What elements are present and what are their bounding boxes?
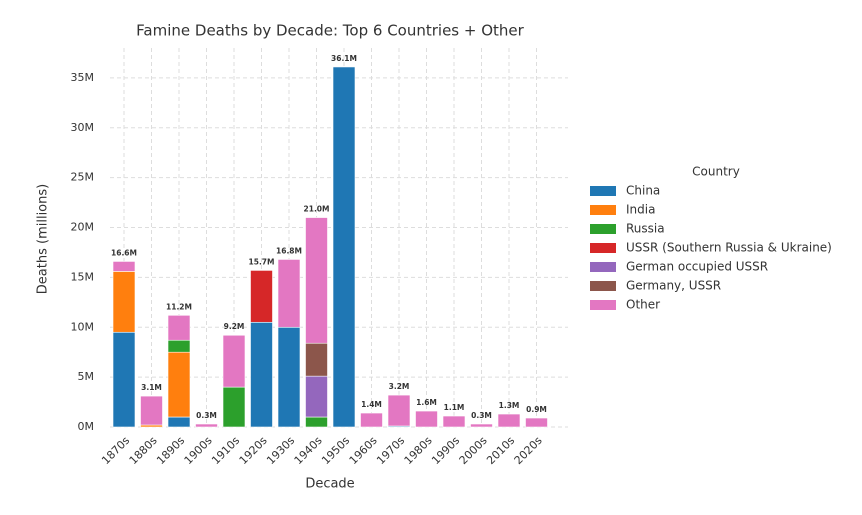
bar-segment xyxy=(250,270,273,323)
x-tick-label: 1900s xyxy=(182,434,215,467)
y-tick-label: 5M xyxy=(78,370,95,383)
total-label: 1.1M xyxy=(444,403,465,412)
legend-label: China xyxy=(626,184,660,198)
x-tick-label: 1980s xyxy=(402,434,435,467)
x-tick-label: 1950s xyxy=(319,434,352,467)
total-label: 11.2M xyxy=(166,302,192,311)
bar-segment xyxy=(112,271,136,333)
bar-segment xyxy=(222,386,246,428)
x-tick-label: 1920s xyxy=(237,434,270,467)
legend-swatch xyxy=(590,224,616,234)
bar-segment xyxy=(305,342,328,377)
total-label: 16.8M xyxy=(276,246,302,255)
x-tick-label: 1990s xyxy=(429,434,462,467)
y-tick-label: 30M xyxy=(71,121,95,134)
bar-segment xyxy=(332,66,356,428)
legend-label: Germany, USSR xyxy=(626,279,721,293)
bar-segment xyxy=(387,394,411,427)
total-label: 16.6M xyxy=(111,248,137,257)
legend-label: Other xyxy=(626,298,660,312)
total-label: 9.2M xyxy=(224,322,245,331)
total-label: 1.3M xyxy=(499,401,520,410)
total-label: 36.1M xyxy=(331,54,357,63)
x-tick-label: 2020s xyxy=(512,434,545,467)
legend-swatch xyxy=(590,300,616,310)
total-label: 0.3M xyxy=(196,411,217,420)
bar-segment xyxy=(222,334,246,388)
bar-segment xyxy=(112,261,136,272)
x-tick-label: 1940s xyxy=(292,434,325,467)
bar-segment xyxy=(195,423,218,428)
x-tick-label: 1960s xyxy=(347,434,380,467)
legend-label: USSR (Southern Russia & Ukraine) xyxy=(626,241,832,255)
bar-segment xyxy=(277,259,301,328)
total-label: 21.0M xyxy=(304,205,330,214)
chart-title: Famine Deaths by Decade: Top 6 Countries… xyxy=(136,22,524,40)
legend-swatch xyxy=(590,281,616,291)
bar-segment xyxy=(167,416,191,428)
y-tick-label: 10M xyxy=(71,320,95,333)
total-label: 3.1M xyxy=(141,383,162,392)
legend-swatch xyxy=(590,186,616,196)
legend-label: German occupied USSR xyxy=(626,260,768,274)
y-tick-label: 25M xyxy=(71,171,95,184)
total-label: 1.6M xyxy=(416,398,437,407)
total-label: 3.2M xyxy=(389,382,410,391)
bar-segment xyxy=(305,416,328,428)
bar-segment xyxy=(525,417,548,428)
y-axis-label: Deaths (millions) xyxy=(36,184,51,294)
bar-segment xyxy=(470,423,493,428)
bar-segment xyxy=(305,217,328,344)
x-tick-label: 1970s xyxy=(374,434,407,467)
legend-swatch xyxy=(590,205,616,215)
y-tick-label: 15M xyxy=(71,270,95,283)
y-tick-label: 20M xyxy=(71,221,95,234)
bar-segment xyxy=(112,331,136,428)
bar-segment xyxy=(497,413,521,428)
bar-segment xyxy=(360,412,383,428)
x-tick-label: 2000s xyxy=(457,434,490,467)
total-label: 1.4M xyxy=(361,400,382,409)
bar-segment xyxy=(167,351,191,418)
x-tick-label: 1880s xyxy=(127,434,160,467)
x-tick-label: 1870s xyxy=(99,434,132,467)
y-tick-label: 35M xyxy=(71,71,95,84)
legend-swatch xyxy=(590,262,616,272)
bar-segment xyxy=(415,410,438,428)
legend-label: India xyxy=(626,203,655,217)
bar-segment xyxy=(277,326,301,428)
bar-segment xyxy=(305,375,328,418)
legend-title: Country xyxy=(692,165,740,179)
y-tick-label: 0M xyxy=(78,420,95,433)
bar-segment xyxy=(167,339,191,353)
total-label: 0.9M xyxy=(526,405,547,414)
legend-label: Russia xyxy=(626,222,665,236)
total-label: 15.7M xyxy=(249,257,275,266)
x-tick-label: 1930s xyxy=(264,434,297,467)
legend-swatch xyxy=(590,243,616,253)
x-axis-label: Decade xyxy=(305,477,354,492)
bar-segment xyxy=(442,415,466,428)
x-tick-label: 2010s xyxy=(484,434,517,467)
bar-segment xyxy=(140,395,163,426)
bar-segment xyxy=(250,321,273,428)
bar-segment xyxy=(167,314,191,341)
x-tick-label: 1910s xyxy=(209,434,242,467)
total-label: 0.3M xyxy=(471,411,492,420)
x-tick-label: 1890s xyxy=(154,434,187,467)
